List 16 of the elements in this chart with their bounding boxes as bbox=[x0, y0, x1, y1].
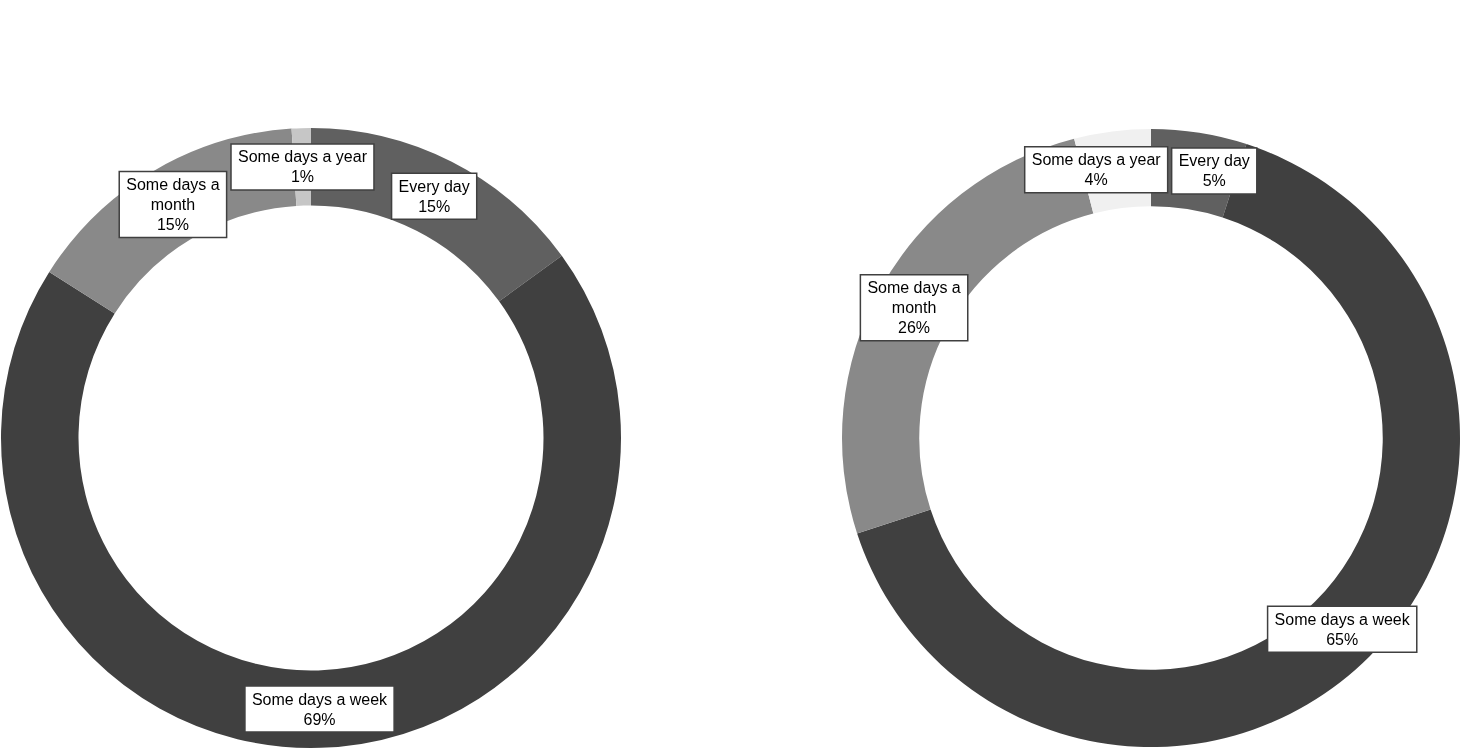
slice-label: Some days a year bbox=[1031, 151, 1162, 169]
data-label: 65% bbox=[1326, 630, 1359, 648]
data-label: 1% bbox=[290, 168, 315, 186]
slice-label: Every day bbox=[1178, 152, 1250, 170]
data-label: 5% bbox=[1202, 172, 1226, 190]
slice-label: Every day bbox=[398, 177, 470, 195]
slice-label: Some days a month bbox=[867, 279, 961, 317]
data-label: 15% bbox=[418, 197, 451, 215]
slice-label: Some days a week bbox=[251, 690, 389, 708]
data-label: 26% bbox=[898, 319, 931, 337]
data-label: 69% bbox=[303, 710, 336, 728]
data-label: 15% bbox=[156, 215, 189, 233]
slice-label: Some days a month bbox=[126, 175, 220, 213]
slice-label: Some days a year bbox=[238, 148, 368, 166]
data-label: 4% bbox=[1084, 171, 1108, 189]
slice-label: Some days a week bbox=[1274, 610, 1411, 628]
